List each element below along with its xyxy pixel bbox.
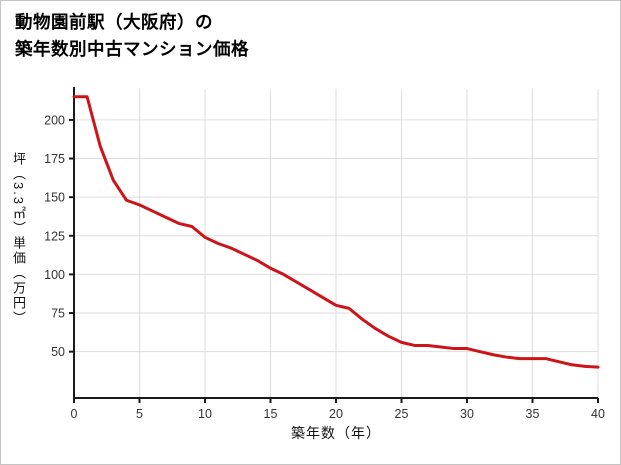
- svg-text:15: 15: [264, 407, 278, 421]
- chart-title: 動物園前駅（大阪府）の 築年数別中古マンション価格: [15, 9, 249, 63]
- svg-text:200: 200: [44, 113, 65, 127]
- svg-text:20: 20: [329, 407, 343, 421]
- y-axis-label: 坪（3.3㎡）単価（万円）: [11, 151, 26, 327]
- svg-text:50: 50: [51, 345, 65, 359]
- x-axis-label: 築年数（年）: [291, 425, 381, 441]
- chart-title-line-2: 築年数別中古マンション価格: [15, 39, 249, 60]
- gridlines: [75, 89, 599, 398]
- svg-text:5: 5: [136, 407, 143, 421]
- svg-text:10: 10: [198, 407, 212, 421]
- svg-text:35: 35: [526, 407, 540, 421]
- tick-marks-and-labels: 0 5 10 15 20 25 30 35 40 50 75 100 125 150 175 200: [44, 113, 605, 421]
- svg-text:30: 30: [460, 407, 474, 421]
- svg-text:175: 175: [44, 152, 65, 166]
- svg-text:0: 0: [71, 407, 78, 421]
- svg-text:125: 125: [44, 229, 65, 243]
- svg-text:100: 100: [44, 268, 65, 282]
- svg-text:75: 75: [51, 307, 65, 321]
- svg-text:40: 40: [591, 407, 605, 421]
- svg-text:150: 150: [44, 191, 65, 205]
- chart-title-line-1: 動物園前駅（大阪府）の: [15, 12, 213, 32]
- svg-text:25: 25: [395, 407, 409, 421]
- price-line: [72, 95, 600, 369]
